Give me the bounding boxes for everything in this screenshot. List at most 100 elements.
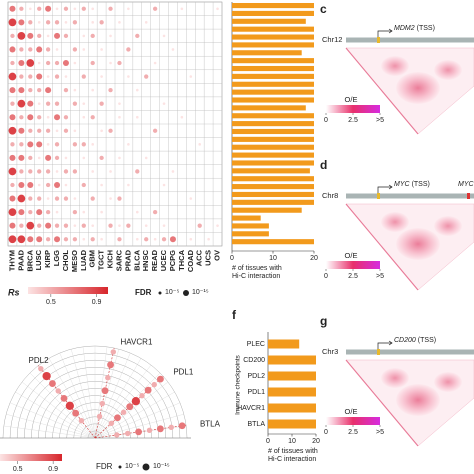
chromosome-label: Chr8 [322,191,338,200]
dot [8,235,17,244]
hic-signal [434,216,462,236]
gene-suffix: (TSS) [417,25,435,32]
dot [10,101,15,106]
dot [28,196,33,201]
dot [54,114,61,121]
dot [161,237,167,242]
bar [232,223,269,229]
dot [108,87,113,93]
dot [54,236,61,243]
y-tick-label: PLEC [247,341,265,348]
polar-dot [105,375,111,381]
chromosome-label: Chr12 [322,35,342,44]
dot [54,32,61,39]
bar [232,184,314,190]
panel-label: c [320,2,327,16]
y-tick-label: BTLA [247,421,265,428]
dot [18,154,25,161]
bar [232,50,302,56]
dot [82,115,86,119]
dot [54,74,60,79]
polar-dot [49,380,56,387]
dot [109,34,112,38]
colorbar-label: O/E [345,251,358,260]
dot [8,72,17,81]
colorbar-label: Rs [8,287,20,297]
dot [91,88,95,92]
dot [126,223,131,228]
polar-spoke [3,425,96,439]
dot [28,47,33,52]
dot [18,209,25,216]
dot [91,170,95,173]
dot [37,102,41,105]
polar-dot [65,401,74,410]
polar-dot [108,420,115,426]
series-label: PDL2 [29,356,50,365]
polar-dot [101,387,109,395]
dot [118,156,121,160]
dot [36,73,43,80]
colorbar-tick-label: 2.5 [348,117,358,124]
hic-signal [396,72,440,104]
polar-dot [135,428,143,436]
dot [28,74,33,79]
dot [108,128,113,133]
dot [118,115,121,119]
hic-diagonal [345,203,419,291]
dot [189,75,193,78]
bar [232,73,314,79]
polar-spoke [94,364,152,439]
dot [91,21,95,24]
dot [127,183,130,187]
colorbar-tick-label: >5 [376,117,384,124]
dot [117,237,122,242]
dot [118,102,121,105]
polar-dot [144,386,152,394]
dot [189,237,193,241]
dot [18,19,25,26]
dot [27,141,34,148]
dot [63,237,69,242]
bar [232,113,314,119]
dot [45,222,52,229]
series-label: HAVCR1 [121,337,153,346]
dot [100,75,103,78]
size-legend-label: 10⁻⁵ [165,289,179,296]
dot [45,169,51,174]
panel-label: d [320,158,327,172]
dot [81,182,86,188]
dot [63,115,69,120]
dot [198,143,202,146]
column-label: CHOL [61,250,70,272]
column-label: COAD [186,249,195,272]
dot [81,6,86,11]
dot [152,6,158,11]
size-legend-dot [118,465,122,469]
colorbar [0,454,62,461]
dot [37,61,41,65]
x-tick-label: 20 [312,438,320,445]
dot [135,88,139,92]
bar [232,26,314,32]
dot [45,60,51,66]
dot [37,156,41,160]
dot [10,33,15,39]
dot [91,224,95,227]
colorbar-tick-label: >5 [376,273,384,280]
bar [232,239,314,245]
polar-dot [146,427,153,434]
dot [109,197,112,200]
dot [189,197,193,200]
dot [10,142,15,147]
colorbar [28,287,108,294]
dot [207,237,210,241]
bar [232,128,314,135]
polar-spoke [15,391,96,439]
x-axis-label: # of tissues with [232,265,282,272]
dot [26,59,35,67]
colorbar-tick-label: 0 [324,273,328,280]
dot [27,100,34,107]
polar-dot [126,403,134,411]
colorbar-tick-label: 0.5 [46,299,56,306]
